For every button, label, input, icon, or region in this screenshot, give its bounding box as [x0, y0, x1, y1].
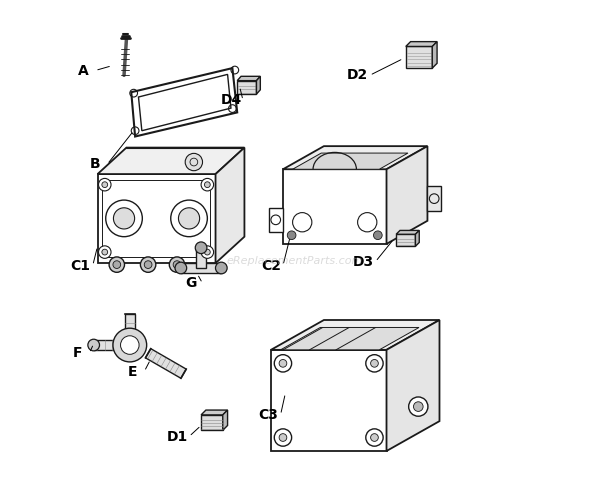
Text: A: A [78, 64, 88, 78]
Text: D2: D2 [347, 68, 368, 82]
Polygon shape [146, 349, 186, 378]
Polygon shape [283, 146, 427, 169]
Circle shape [205, 182, 210, 187]
Polygon shape [124, 314, 135, 345]
Polygon shape [223, 410, 228, 430]
Polygon shape [181, 263, 221, 273]
Circle shape [99, 178, 111, 191]
Polygon shape [97, 174, 215, 263]
Polygon shape [432, 42, 437, 68]
Polygon shape [237, 81, 257, 94]
Circle shape [201, 246, 214, 258]
Circle shape [120, 336, 139, 355]
Text: E: E [127, 365, 137, 379]
Circle shape [274, 355, 291, 372]
Polygon shape [281, 327, 419, 350]
Circle shape [178, 208, 199, 229]
Circle shape [113, 261, 121, 269]
Polygon shape [406, 46, 432, 68]
Text: D1: D1 [166, 429, 188, 443]
Circle shape [279, 359, 287, 367]
Circle shape [414, 402, 423, 412]
Circle shape [175, 262, 186, 274]
Circle shape [113, 328, 147, 362]
Polygon shape [271, 320, 440, 350]
Circle shape [145, 261, 152, 269]
Circle shape [195, 242, 207, 254]
Text: G: G [185, 276, 196, 290]
Circle shape [88, 339, 100, 351]
Circle shape [279, 434, 287, 441]
Circle shape [274, 429, 291, 446]
Circle shape [287, 231, 296, 240]
Polygon shape [396, 230, 419, 234]
Polygon shape [406, 42, 437, 46]
Polygon shape [268, 208, 283, 232]
Text: D4: D4 [220, 93, 241, 107]
Circle shape [366, 355, 383, 372]
Circle shape [109, 257, 124, 272]
Text: C3: C3 [258, 408, 278, 422]
Text: D3: D3 [353, 255, 374, 269]
Circle shape [99, 246, 111, 258]
Polygon shape [386, 146, 427, 244]
Polygon shape [215, 148, 244, 263]
Text: F: F [73, 346, 82, 360]
Polygon shape [396, 234, 415, 246]
Circle shape [169, 257, 185, 272]
Text: B: B [90, 157, 100, 171]
Polygon shape [201, 410, 228, 415]
Circle shape [371, 434, 378, 441]
Polygon shape [97, 148, 244, 174]
Polygon shape [427, 186, 441, 211]
Text: eReplacementParts.com: eReplacementParts.com [227, 256, 363, 266]
Text: C2: C2 [261, 258, 281, 272]
Polygon shape [237, 76, 260, 81]
Polygon shape [94, 340, 130, 350]
Polygon shape [293, 153, 408, 169]
Circle shape [201, 178, 214, 191]
Circle shape [106, 200, 142, 237]
Circle shape [140, 257, 156, 272]
Circle shape [102, 182, 107, 187]
Circle shape [173, 261, 181, 269]
Circle shape [373, 231, 382, 240]
Circle shape [409, 397, 428, 416]
Circle shape [371, 359, 378, 367]
Polygon shape [131, 68, 237, 137]
Polygon shape [283, 169, 386, 244]
Polygon shape [386, 320, 440, 451]
Polygon shape [201, 415, 223, 430]
Circle shape [113, 208, 135, 229]
Polygon shape [257, 76, 260, 94]
Circle shape [366, 429, 383, 446]
Circle shape [102, 249, 107, 255]
Circle shape [171, 200, 207, 237]
Text: C1: C1 [71, 258, 91, 272]
Polygon shape [271, 350, 386, 451]
Circle shape [185, 154, 202, 170]
Circle shape [215, 262, 227, 274]
Circle shape [205, 249, 210, 255]
Polygon shape [196, 248, 206, 268]
Polygon shape [415, 230, 419, 246]
